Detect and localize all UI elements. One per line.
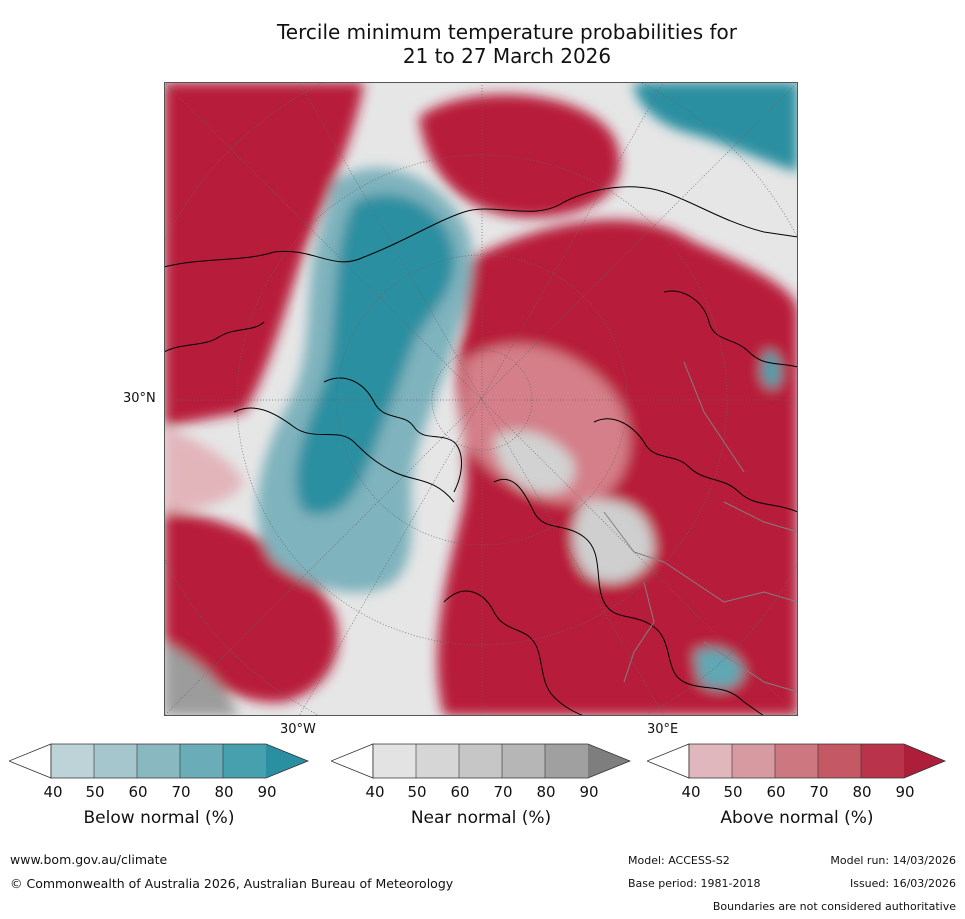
title-line-1: Tercile minimum temperature probabilitie… <box>276 20 738 44</box>
tick-above-60: 60 <box>766 783 786 801</box>
swatch-below-1 <box>51 744 94 778</box>
footer-model: Model: ACCESS-S2 <box>628 854 730 867</box>
tick-above-70: 70 <box>809 783 829 801</box>
footer-model-run: Model run: 14/03/2026 <box>830 854 956 867</box>
swatch-above-2 <box>732 744 775 778</box>
swatch-above-3 <box>775 744 818 778</box>
swatch-near-6 <box>588 744 630 778</box>
tick-below-80: 80 <box>214 783 234 801</box>
swatch-near-5 <box>545 744 588 778</box>
legend-below-normal: 40 50 60 70 80 90 Below normal (%) <box>9 743 309 829</box>
tick-near-40: 40 <box>365 783 385 801</box>
map-title: Tercile minimum temperature probabilitie… <box>160 20 854 68</box>
swatch-above-1 <box>689 744 732 778</box>
footer-base-period: Base period: 1981-2018 <box>628 877 761 890</box>
title-line-2: 21 to 27 March 2026 <box>402 44 612 68</box>
tick-near-90: 90 <box>579 783 599 801</box>
swatch-above-5 <box>861 744 904 778</box>
tick-above-40: 40 <box>681 783 701 801</box>
footer-disclaimer: Boundaries are not considered authoritat… <box>712 900 956 913</box>
tick-below-60: 60 <box>128 783 148 801</box>
tick-below-90: 90 <box>257 783 277 801</box>
tick-below-70: 70 <box>171 783 191 801</box>
legend-title-near: Near normal (%) <box>410 808 552 828</box>
swatch-below-6 <box>266 744 308 778</box>
footer-copyright: © Commonwealth of Australia 2026, Austra… <box>10 876 454 891</box>
swatch-near-3 <box>459 744 502 778</box>
tick-below-50: 50 <box>85 783 105 801</box>
lon-label-30e: 30°E <box>647 722 679 737</box>
swatch-near-2 <box>416 744 459 778</box>
swatch-below-2 <box>94 744 137 778</box>
tick-above-80: 80 <box>852 783 872 801</box>
lon-label-30w: 30°W <box>280 722 316 737</box>
swatch-above-6 <box>904 744 945 778</box>
colorbar-below <box>9 743 309 779</box>
legend-near-normal: 40 50 60 70 80 90 Near normal (%) <box>331 743 631 829</box>
tick-near-50: 50 <box>407 783 427 801</box>
probability-map <box>164 82 798 716</box>
swatch-near-1 <box>373 744 416 778</box>
footer-url[interactable]: www.bom.gov.au/climate <box>10 852 168 867</box>
tick-below-40: 40 <box>43 783 63 801</box>
tick-above-50: 50 <box>723 783 743 801</box>
legend-above-normal: 40 50 60 70 80 90 Above normal (%) <box>647 743 947 829</box>
swatch-near-4 <box>502 744 545 778</box>
colorbar-near <box>331 743 631 779</box>
footer-issued: Issued: 16/03/2026 <box>849 877 956 890</box>
lat-label-30n: 30°N <box>123 391 156 406</box>
swatch-below-3 <box>137 744 180 778</box>
swatch-below-4 <box>180 744 223 778</box>
tick-near-70: 70 <box>493 783 513 801</box>
colorbar-above <box>647 743 947 779</box>
tick-near-80: 80 <box>536 783 556 801</box>
swatch-below-5 <box>223 744 266 778</box>
tick-near-60: 60 <box>450 783 470 801</box>
swatch-above-4 <box>818 744 861 778</box>
legend-title-below: Below normal (%) <box>83 808 235 828</box>
legend-title-above: Above normal (%) <box>720 808 874 828</box>
tick-above-90: 90 <box>895 783 915 801</box>
